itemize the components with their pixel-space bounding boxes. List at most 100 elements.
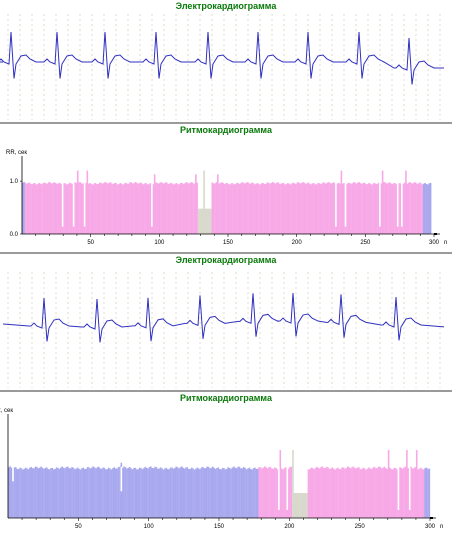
rr-bar <box>169 467 172 518</box>
rr-bar <box>103 467 106 518</box>
rr-bar <box>51 468 54 518</box>
rr-bar <box>195 468 197 518</box>
rr-spike-up <box>415 450 418 518</box>
rr-bar <box>383 466 386 518</box>
rr-bar <box>131 469 134 518</box>
rr-bar <box>85 468 87 518</box>
rr-bar <box>350 183 352 234</box>
rr-bar <box>184 183 186 234</box>
rr-bar <box>410 466 412 518</box>
rr-bar <box>336 183 339 234</box>
rr-bar <box>75 468 78 518</box>
rr-bar <box>24 467 27 518</box>
rr-bar <box>111 183 113 234</box>
rr-bar <box>226 182 229 234</box>
rr-bar <box>175 183 178 234</box>
rr-bar <box>193 183 196 234</box>
x-axis-label: n <box>440 524 443 530</box>
rr-bar <box>99 468 101 518</box>
rr-bar <box>178 468 180 518</box>
rr-bar <box>248 183 251 234</box>
rr-bar <box>283 468 286 518</box>
rr-bar <box>192 183 194 234</box>
rr-bar <box>270 182 273 234</box>
x-tick-label: 50 <box>75 524 82 530</box>
rr-bar <box>293 493 296 518</box>
rr-bar <box>294 493 297 518</box>
y-tick-label: 0.0 <box>10 232 19 238</box>
rr-bar <box>267 182 270 234</box>
rr-bar <box>234 467 237 518</box>
rr-bar <box>300 493 303 518</box>
rr-bar <box>93 467 96 518</box>
rr-bar <box>327 467 329 518</box>
rr-bar <box>138 467 141 518</box>
rr-bar <box>223 184 226 234</box>
rr-bar <box>57 467 59 518</box>
rr-bar <box>251 182 253 234</box>
rr-bar <box>352 466 355 518</box>
rr-bar <box>211 182 214 234</box>
rr-bar <box>179 182 182 234</box>
rr-bar <box>304 493 307 518</box>
rr-bar <box>348 182 351 234</box>
rr-bar <box>126 183 128 234</box>
rr-bar <box>256 468 259 518</box>
rr-bar <box>119 466 121 518</box>
rr-bar <box>175 466 177 518</box>
rr-bar <box>269 466 272 518</box>
x-tick-label: 150 <box>214 524 225 530</box>
rr-bar <box>388 182 391 234</box>
rr-bar <box>316 466 318 518</box>
rr-bar <box>201 208 204 234</box>
rr-bar <box>233 184 236 234</box>
rr-bar <box>107 183 109 234</box>
rr-bar <box>183 468 186 518</box>
rr-bar <box>82 183 84 234</box>
rr-bar <box>202 466 204 518</box>
rr-bar <box>414 182 417 234</box>
rr-bar <box>252 468 255 518</box>
rr-bar <box>24 183 27 234</box>
rr-bar <box>244 467 246 518</box>
rr-bar <box>116 468 118 518</box>
rr-bar <box>133 468 135 518</box>
rr-spike-down <box>83 182 86 227</box>
rr-bar <box>280 183 282 234</box>
rr-spike-up <box>203 170 205 234</box>
rr-bar <box>241 182 244 234</box>
rr-bar <box>421 468 424 518</box>
rr-bar <box>144 183 146 234</box>
rr-bar <box>323 467 325 518</box>
rr-bar <box>351 183 354 234</box>
rhythm-chart-1: RR, сек 0.0 1.0 50 100 150 200 250 300 n <box>6 150 447 246</box>
rr-bar <box>95 468 97 518</box>
rr-bar <box>112 468 114 518</box>
ecg-title-1: Электрокардиограмма <box>175 1 277 11</box>
rr-bar <box>385 183 388 234</box>
rr-bar <box>384 182 387 234</box>
rr-bar <box>92 184 94 234</box>
rr-bar <box>399 467 401 518</box>
rr-bar <box>351 467 353 518</box>
rr-bar <box>37 183 39 234</box>
rr-bar <box>178 184 181 234</box>
rr-bar <box>262 182 264 234</box>
rr-bar <box>341 183 344 234</box>
rr-bar <box>50 467 52 518</box>
rr-bar <box>377 466 380 518</box>
rr-bar <box>188 469 190 518</box>
rr-bar <box>41 467 44 518</box>
rr-bar <box>94 182 97 234</box>
rr-bar <box>240 182 242 234</box>
rr-bar <box>331 467 334 518</box>
rr-bar <box>125 182 127 234</box>
rr-bar <box>96 467 99 518</box>
rr-bar <box>402 183 404 234</box>
rr-bar <box>240 468 242 518</box>
rr-bar <box>33 468 35 518</box>
rr-bar <box>413 182 415 234</box>
rr-bar <box>221 182 223 234</box>
rr-bar <box>100 468 103 518</box>
rr-bar <box>122 184 124 234</box>
